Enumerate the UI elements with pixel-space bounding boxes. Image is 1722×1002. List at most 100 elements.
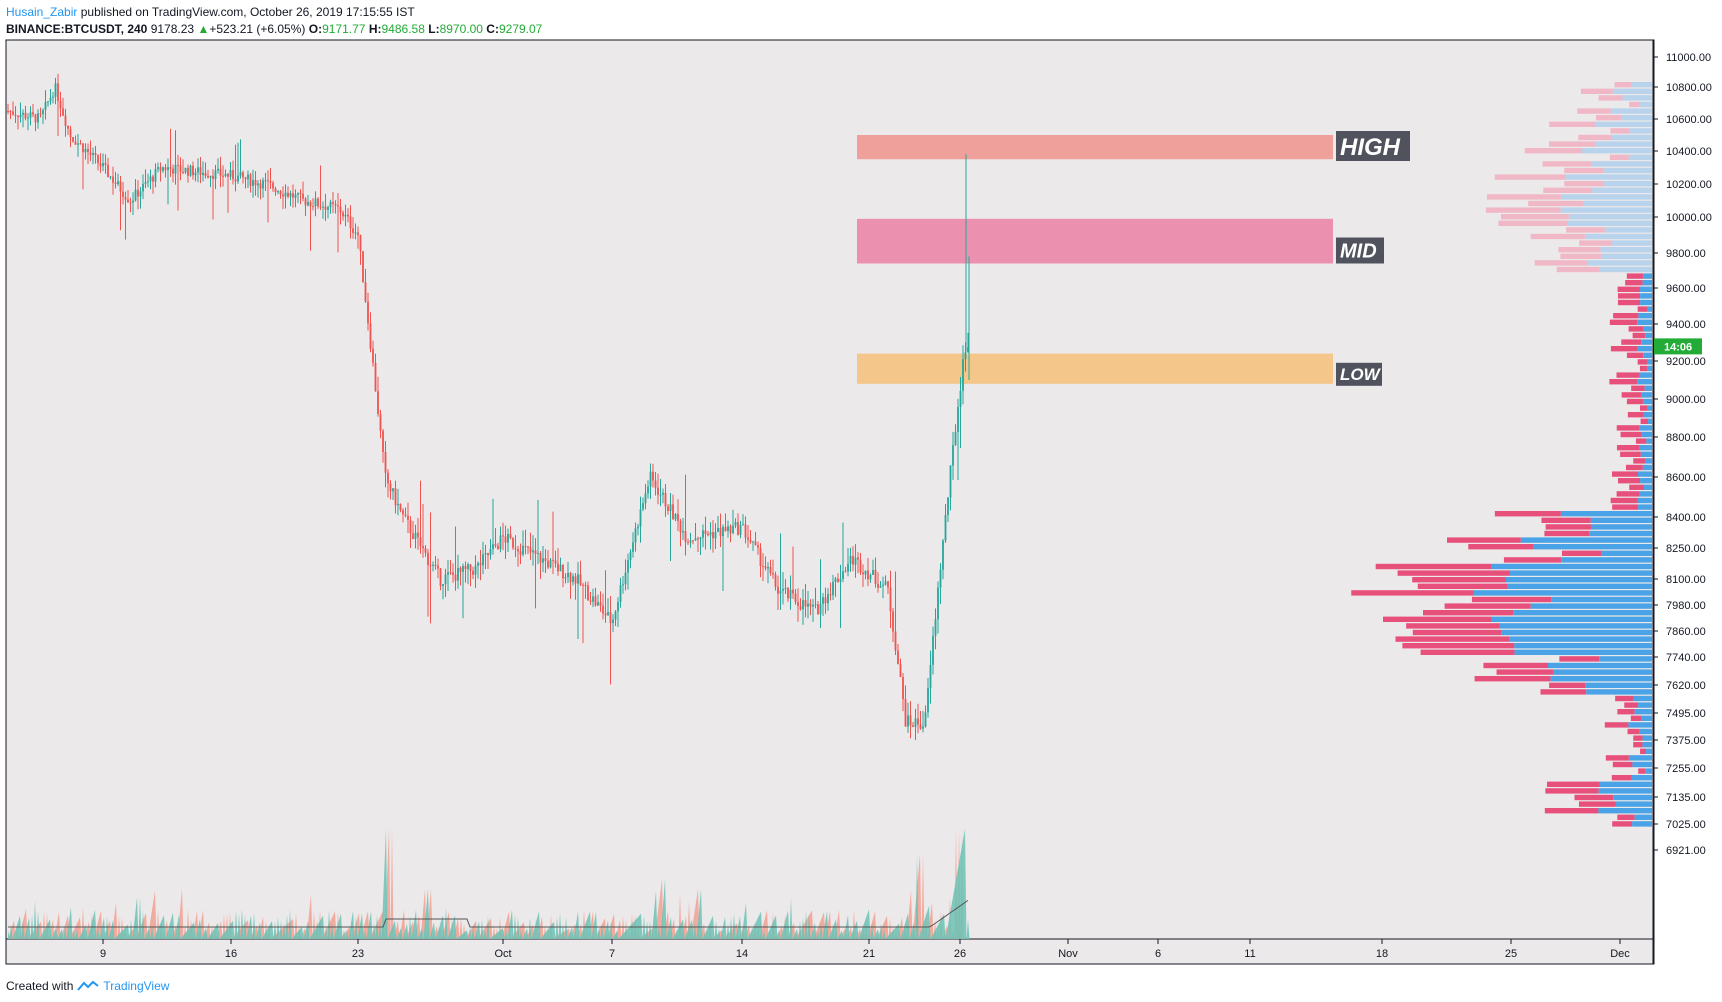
y-tick-label: 9000.00: [1666, 394, 1706, 406]
candle-body: [284, 192, 287, 197]
candle-body: [562, 564, 564, 579]
candle-body: [162, 167, 164, 171]
vp-bar-buy: [1628, 154, 1652, 160]
candle-body: [667, 506, 669, 511]
candle-body: [102, 163, 104, 167]
candle-body: [187, 167, 189, 176]
vp-bar-sell: [1545, 524, 1591, 530]
vp-bar-buy: [1530, 603, 1652, 609]
candle-body: [339, 206, 342, 213]
vp-bar-sell: [1577, 108, 1611, 114]
candle-body: [527, 546, 529, 548]
vp-bar-buy: [1590, 517, 1652, 523]
vp-bar-sell: [1417, 583, 1508, 589]
candle-body: [549, 559, 552, 568]
candle-body: [179, 165, 182, 172]
vp-bar-buy: [1646, 306, 1652, 312]
zone-low[interactable]: [857, 353, 1333, 384]
vp-bar-sell: [1618, 478, 1641, 484]
candle-body: [747, 537, 749, 540]
candle-body: [842, 571, 844, 579]
vp-bar-buy: [1599, 266, 1652, 273]
candle-body: [777, 586, 779, 594]
candle-body: [852, 556, 854, 565]
candle-body: [397, 503, 399, 506]
vp-bar-sell: [1540, 689, 1587, 695]
vp-bar-buy: [1587, 260, 1652, 266]
candle-body: [369, 323, 372, 349]
candle-body: [844, 571, 847, 573]
candle-body: [964, 352, 967, 360]
vp-bar-buy: [1599, 656, 1652, 662]
vp-bar-buy: [1510, 570, 1652, 576]
candle-body: [867, 570, 869, 580]
y-axis: 11000.00 10800.00 10600.00 10400.00 10200.00…: [1653, 52, 1712, 857]
vp-bar-buy: [1591, 161, 1652, 167]
y-tick-label: 9800.00: [1666, 248, 1706, 260]
candle-body: [314, 198, 317, 207]
y-tick-label: 9600.00: [1666, 283, 1706, 295]
candle-body: [312, 206, 314, 208]
vp-bar-buy: [1565, 174, 1652, 180]
vp-bar-sell: [1616, 372, 1640, 378]
vp-bar-sell: [1595, 115, 1622, 121]
candle-body: [899, 663, 902, 678]
candle-body: [837, 578, 839, 582]
candle-body: [94, 153, 97, 156]
vp-bar-sell: [1574, 794, 1614, 801]
candle-body: [147, 181, 149, 183]
candle-body: [377, 391, 379, 414]
candle-body: [917, 718, 919, 725]
candle-body: [567, 572, 569, 578]
candle-body: [97, 155, 99, 164]
footer: Created with TradingView: [6, 978, 169, 994]
vp-bar-buy: [1595, 121, 1652, 127]
candle-body: [737, 522, 739, 535]
candle-body: [232, 170, 234, 180]
candle-body: [919, 724, 922, 729]
candle-body: [572, 576, 574, 583]
candle-body: [617, 602, 619, 612]
vp-bar-sell: [1627, 728, 1640, 735]
published-text: published on TradingView.com, October 26…: [80, 5, 415, 19]
vp-bar-sell: [1632, 332, 1646, 339]
vp-bar-sell: [1471, 596, 1552, 603]
candle-body: [717, 527, 719, 533]
candle-body: [689, 540, 692, 543]
vp-bar-sell: [1628, 326, 1644, 332]
zone-high[interactable]: [857, 135, 1333, 160]
candle-body: [362, 251, 364, 283]
vp-bar-sell: [1474, 676, 1551, 682]
x-tick-label: 11: [1244, 948, 1255, 960]
candle-body: [22, 112, 24, 115]
candle-body: [839, 578, 842, 582]
candle-body: [872, 569, 874, 575]
candle-body: [937, 587, 939, 620]
candle-body: [47, 101, 49, 103]
tradingview-link[interactable]: TradingView: [103, 979, 170, 993]
vp-bar-buy: [1638, 313, 1652, 319]
candle-body: [929, 664, 932, 688]
y-tick-label: 8400.00: [1666, 512, 1706, 524]
y-tick-label: 11000.00: [1666, 52, 1711, 64]
candle-body: [594, 596, 597, 606]
candle-body: [212, 175, 214, 180]
vp-bar-buy: [1645, 458, 1652, 464]
y-tick-label: 7740.00: [1666, 652, 1706, 664]
vp-bar-buy: [1553, 669, 1652, 675]
vp-bar-sell: [1616, 445, 1640, 451]
candle-body: [112, 176, 114, 183]
candle-body: [664, 492, 667, 507]
vp-bar-buy: [1592, 187, 1652, 193]
candle-body: [249, 174, 252, 186]
zone-label: MID: [1340, 241, 1377, 263]
x-axis: 9 16 23 Oct 7 14 21 26 Nov 6 11 18 25 Dec: [100, 939, 1630, 960]
zone-mid[interactable]: [857, 218, 1333, 264]
vp-bar-buy: [1646, 438, 1652, 444]
candle-body: [637, 526, 639, 529]
candle-body: [952, 445, 954, 466]
publisher-username[interactable]: Husain_Zabir: [6, 5, 78, 19]
vp-bar-sell: [1580, 88, 1613, 94]
volume-ma-line: [8, 899, 969, 928]
